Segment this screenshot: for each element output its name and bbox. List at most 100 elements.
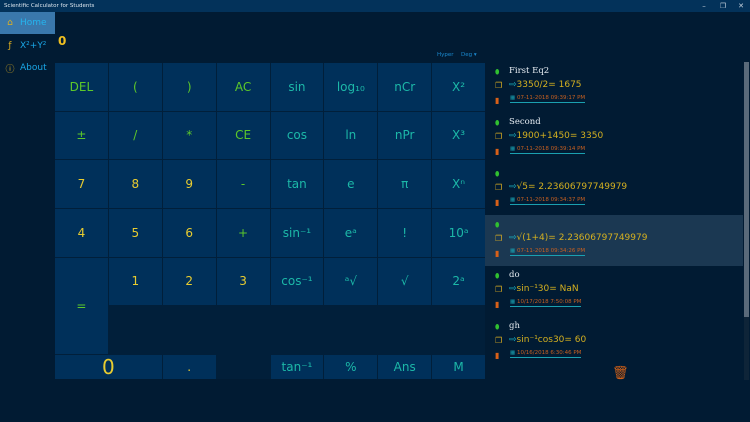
delete-icon[interactable]: ▮ (495, 198, 500, 207)
edit-title-icon[interactable]: ⬮ (495, 170, 500, 178)
calendar-icon: ▦ (510, 197, 517, 203)
key-button[interactable]: π (378, 160, 432, 208)
key-button[interactable]: cos (270, 111, 324, 160)
key-button[interactable]: nCr (378, 63, 432, 111)
key-button[interactable]: X³ (432, 111, 485, 160)
key-button[interactable]: nPr (378, 111, 432, 160)
copy-icon[interactable]: ❐ (495, 336, 503, 345)
sidebar-item-x2y2[interactable]: ƒ X²+Y² (0, 35, 55, 57)
arrow-icon: ⇨ (509, 335, 517, 345)
delete-icon[interactable]: ▮ (495, 249, 500, 258)
maximize-button[interactable]: ❐ (719, 2, 727, 10)
history-expression: ⇨√5= 2.23606797749979 (509, 182, 627, 192)
key-button[interactable]: CE (216, 111, 270, 160)
copy-icon[interactable]: ❐ (495, 81, 503, 90)
history-item[interactable]: ⬮ ❐ ▮ gh ⇨sin⁻¹cos30= 60 ▦ 10/16/2018 6:… (485, 317, 743, 368)
key-button[interactable]: 9 (162, 160, 216, 208)
key-button[interactable]: - (216, 160, 270, 208)
key-button[interactable]: 4 (55, 209, 108, 257)
delete-icon[interactable]: ▮ (495, 147, 500, 156)
key-button[interactable]: tan⁻¹ (270, 355, 324, 379)
edit-title-icon[interactable]: ⬮ (495, 323, 500, 331)
history-item[interactable]: ⬮ ❐ ▮ do ⇨sin⁻¹30= NaN ▦ 10/17/2018 7:50… (485, 266, 743, 317)
key-button[interactable]: Xⁿ (432, 160, 485, 208)
key-button[interactable]: % (324, 355, 378, 379)
delete-icon[interactable]: ▮ (495, 351, 500, 360)
key-button[interactable]: M (432, 355, 485, 379)
key-button[interactable]: ! (378, 209, 432, 257)
edit-title-icon[interactable]: ⬮ (495, 68, 500, 76)
key-button[interactable]: + (216, 209, 270, 257)
key-button[interactable]: . (162, 355, 216, 379)
scrollbar-thumb[interactable] (744, 62, 749, 317)
sidebar-item-home[interactable]: ⌂ Home (0, 12, 55, 34)
clear-history-trash-icon[interactable]: 🗑 (612, 366, 629, 381)
copy-icon[interactable]: ❐ (495, 234, 503, 243)
edit-title-icon[interactable]: ⬮ (495, 272, 500, 280)
key-button[interactable]: sin (270, 63, 324, 111)
key-button[interactable]: √ (378, 257, 432, 306)
history-list: ⬮ ❐ ▮ First Eq2 ⇨3350/2= 1675 ▦ 07-11-20… (485, 62, 743, 368)
key-button[interactable]: 2ᵃ (432, 257, 485, 306)
key-button[interactable]: ± (55, 111, 108, 160)
key-button[interactable]: ᵃ√ (324, 257, 378, 306)
copy-icon[interactable]: ❐ (495, 132, 503, 141)
history-item[interactable]: ⬮ ❐ ▮ ⇨√(1+4)= 2.23606797749979 ▦ 07-11-… (485, 215, 743, 266)
hyper-toggle[interactable]: Hyper (437, 52, 454, 58)
key-button[interactable]: 7 (55, 160, 108, 208)
history-item[interactable]: ⬮ ❐ ▮ ⇨√5= 2.23606797749979 ▦ 07-11-2018… (485, 164, 743, 215)
key-button[interactable]: 0 (55, 355, 162, 379)
key-button[interactable]: log₁₀ (324, 63, 378, 111)
key-button[interactable]: 2 (162, 257, 216, 306)
app-title: Scientific Calculator for Students (4, 3, 95, 9)
key-button[interactable]: / (108, 111, 162, 160)
history-item[interactable]: ⬮ ❐ ▮ Second ⇨1900+1450= 3350 ▦ 07-11-20… (485, 113, 743, 164)
edit-title-icon[interactable]: ⬮ (495, 221, 500, 229)
key-button[interactable]: 8 (108, 160, 162, 208)
history-item[interactable]: ⬮ ❐ ▮ First Eq2 ⇨3350/2= 1675 ▦ 07-11-20… (485, 62, 743, 113)
history-title: Second (509, 117, 541, 127)
expression-text: √(1+4)= 2.23606797749979 (516, 233, 648, 243)
date-text: 07-11-2018 09:39:14 PM (516, 146, 586, 152)
copy-icon[interactable]: ❐ (495, 183, 503, 192)
key-button[interactable]: 3 (216, 257, 270, 306)
key-button[interactable]: tan (270, 160, 324, 208)
key-button[interactable]: X² (432, 63, 485, 111)
history-scrollbar[interactable] (744, 62, 749, 380)
history-expression: ⇨3350/2= 1675 (509, 80, 582, 90)
key-button[interactable]: ln (324, 111, 378, 160)
key-button[interactable]: sin⁻¹ (270, 209, 324, 257)
arrow-icon: ⇨ (509, 233, 517, 243)
copy-icon[interactable]: ❐ (495, 285, 503, 294)
expression-text: sin⁻¹30= NaN (516, 284, 579, 294)
key-button[interactable]: 5 (108, 209, 162, 257)
key-button[interactable]: ) (162, 63, 216, 111)
key-button[interactable]: ( (108, 63, 162, 111)
history-expression: ⇨√(1+4)= 2.23606797749979 (509, 233, 647, 243)
key-button[interactable]: e (324, 160, 378, 208)
edit-title-icon[interactable]: ⬮ (495, 119, 500, 127)
delete-icon[interactable]: ▮ (495, 300, 500, 309)
key-button[interactable]: 1 (108, 257, 162, 306)
angle-mode-dropdown[interactable]: Deg ▾ (461, 52, 477, 58)
close-button[interactable]: ✕ (738, 2, 744, 10)
key-button[interactable]: 6 (162, 209, 216, 257)
key-button[interactable]: * (162, 111, 216, 160)
key-button[interactable]: eᵃ (324, 209, 378, 257)
key-button[interactable]: 10ᵃ (432, 209, 485, 257)
key-button[interactable]: Ans (378, 355, 432, 379)
key-button[interactable]: = (55, 257, 108, 354)
calendar-icon: ▦ (510, 95, 517, 101)
sidebar-item-label: X²+Y² (20, 41, 47, 51)
history-date: ▦ 10/17/2018 7:50:08 PM (510, 299, 582, 307)
key-button[interactable]: DEL (55, 63, 108, 111)
key-button[interactable]: AC (216, 63, 270, 111)
history-date: ▦ 07-11-2018 09:39:14 PM (510, 146, 586, 154)
sidebar-item-about[interactable]: ⓘ About (0, 57, 55, 79)
history-expression: ⇨sin⁻¹cos30= 60 (509, 335, 586, 345)
key-button[interactable]: cos⁻¹ (270, 257, 324, 306)
sidebar: ⌂ Home ƒ X²+Y² ⓘ About (0, 12, 55, 79)
minimize-button[interactable]: – (702, 2, 706, 10)
delete-icon[interactable]: ▮ (495, 96, 500, 105)
expression-text: √5= 2.23606797749979 (516, 182, 628, 192)
